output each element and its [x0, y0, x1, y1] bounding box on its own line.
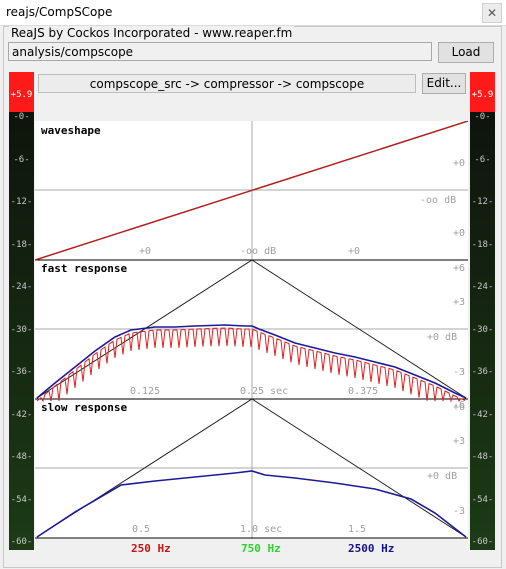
close-icon[interactable]: ✕ [482, 3, 502, 23]
right-meter-body [470, 112, 495, 550]
fast-ylabel-plus3: +3 [453, 297, 465, 308]
waveshape-xlabel-left: +0 [139, 246, 151, 257]
right-meter-tick: -6- [474, 154, 491, 165]
slow-response-envelope [36, 470, 467, 538]
left-peak-value: +5.9 [10, 90, 33, 100]
slow-xlabel-left: 0.5 [132, 524, 150, 535]
slow-xlabel-right: 1.5 [348, 524, 366, 535]
left-meter-body [9, 112, 34, 550]
right-peak-indicator[interactable]: +5.9 [470, 72, 495, 112]
right-meter-tick: -30- [471, 324, 494, 335]
slow-ylabel-zero: +0 dB [427, 471, 457, 482]
waveshape-xlabel-right: +0 [348, 246, 360, 257]
left-meter-tick: -30- [10, 324, 33, 335]
left-meter-tick: -0- [13, 112, 30, 122]
fast-xlabel-left: 0.125 [130, 386, 160, 397]
fast-ylabel-plus6: +6 [453, 263, 465, 274]
left-meter-tick: -54- [10, 494, 33, 505]
right-meter-tick: -18- [471, 239, 494, 250]
legend-750hz: 750 Hz [241, 542, 281, 555]
fast-xlabel-center: 0.25 sec [240, 386, 288, 397]
waveshape-ylabel-bottom: +0 [453, 228, 465, 239]
right-peak-value: +5.9 [471, 90, 494, 100]
waveshape-title: waveshape [41, 124, 101, 137]
left-meter-tick: -18- [10, 239, 33, 250]
slow-ylabel-minus3: -3 [453, 506, 465, 517]
waveshape-ylabel-center: -oo dB [420, 195, 456, 206]
right-meter-tick: -36- [471, 367, 494, 377]
left-meter-tick: -60- [10, 537, 33, 547]
left-meter-tick: -42- [10, 409, 33, 420]
right-meter-tick: -48- [471, 452, 494, 462]
left-meter-tick: -48- [10, 452, 33, 462]
left-peak-indicator[interactable]: +5.9 [9, 72, 34, 112]
edit-button[interactable]: Edit... [422, 73, 466, 94]
fast-ylabel-minus3: -3 [453, 367, 465, 378]
right-meter-tick: -0- [474, 112, 491, 122]
waveshape-xlabel-center: -oo dB [240, 246, 276, 257]
right-meter-tick: -24- [471, 282, 494, 292]
waveshape-curve [35, 121, 468, 261]
fast-response-envelope [36, 324, 467, 399]
legend-2500hz: 2500 Hz [348, 542, 395, 555]
left-meter-tick: -12- [10, 197, 33, 207]
left-meter-tick: -24- [10, 282, 33, 292]
slow-response-title: slow response [41, 401, 127, 414]
fast-response-250hz-curve [36, 327, 466, 403]
plugin-group-label: ReaJS by Cockos Incorporated - www.reape… [9, 26, 295, 40]
legend-250hz: 250 Hz [131, 542, 171, 555]
window-title: reajs/CompSCope [6, 5, 113, 19]
slow-ylabel-plus6: +6 [453, 402, 465, 413]
right-meter-tick: -12- [471, 197, 494, 207]
slow-response-reference [36, 398, 467, 538]
pin-chain-display: compscope_src -> compressor -> compscope [38, 74, 416, 93]
left-level-meter: +5.9 -0- -6- -12- -18- -24- -30- -36- -42- -48- -… [9, 72, 34, 550]
slow-xlabel-center: 1.0 sec [240, 524, 282, 535]
right-meter-tick: -60- [471, 537, 494, 547]
waveshape-ylabel-top: +0 [453, 158, 465, 169]
effect-path-field[interactable]: analysis/compscope [8, 42, 432, 61]
right-meter-tick: -42- [471, 409, 494, 420]
fast-response-title: fast response [41, 262, 127, 275]
left-meter-tick: -6- [13, 154, 30, 165]
fast-ylabel-minus6: -6 [453, 400, 465, 411]
right-meter-tick: -54- [471, 494, 494, 505]
fast-ylabel-zero: +0 dB [427, 332, 457, 343]
slow-ylabel-plus3: +3 [453, 436, 465, 447]
load-button[interactable]: Load [438, 42, 494, 63]
scope-display: waveshape +0 -oo dB +0 +0 -oo dB +0 fast… [35, 121, 468, 539]
left-meter-tick: -36- [10, 367, 33, 377]
title-bar: reajs/CompSCope ✕ [0, 0, 506, 26]
right-level-meter: +5.9 -0- -6- -12- -18- -24- -30- -36- -42- -48- -… [470, 72, 495, 550]
fast-xlabel-right: 0.375 [348, 386, 378, 397]
